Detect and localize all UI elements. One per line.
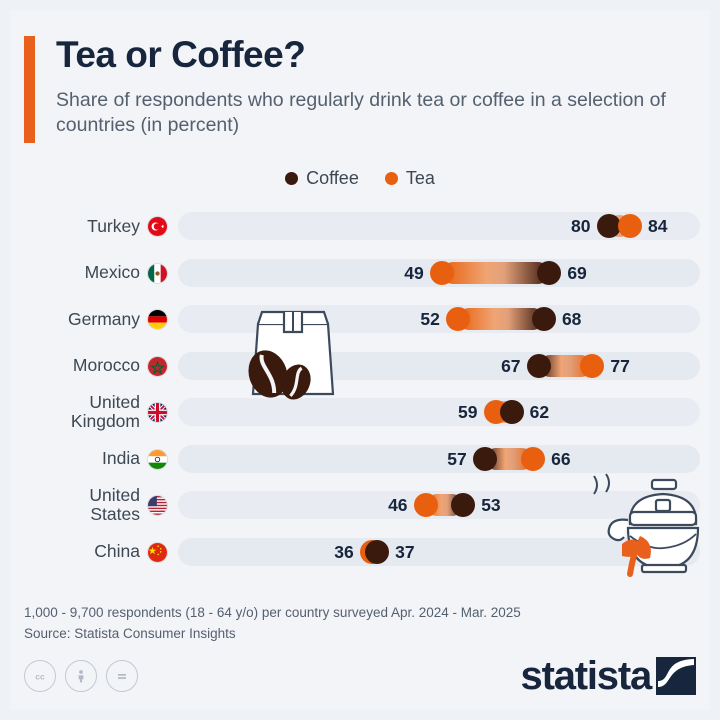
flag-icon-de: [147, 309, 168, 330]
marker-dot-coffee: [472, 446, 497, 471]
creative-commons-badges: cc: [24, 660, 138, 692]
flag-icon-us: [147, 495, 168, 516]
flag-icon-tr: [147, 216, 168, 237]
value-label-left: 49: [404, 262, 424, 283]
footer-note-line-2: Source: Statista Consumer Insights: [24, 626, 236, 641]
dumbbell-marker-group: 49 69: [178, 259, 700, 287]
range-connector: [538, 354, 593, 377]
value-label-right: 68: [561, 309, 582, 329]
no-derivatives-equals-icon: [106, 660, 138, 692]
chart-row: United States 46 53: [10, 485, 710, 525]
legend-label: Coffee: [306, 168, 359, 188]
legend-swatch-coffee-icon: [285, 172, 299, 185]
marker-dot-tea: [521, 446, 546, 471]
legend-swatch-tea-icon: [384, 172, 398, 185]
chart-area: Turkey 80 84 Mexico 49 69 Germany 52 68 Morocco 67…: [10, 206, 710, 576]
value-label-right: 66: [551, 448, 571, 469]
value-label-right: 77: [610, 355, 630, 376]
cc-icon: cc: [24, 660, 56, 692]
value-label-left: 46: [388, 495, 408, 515]
dumbbell-marker-group: 52 68: [178, 305, 700, 333]
flag-icon-mx: [147, 262, 168, 284]
country-label: Morocco: [72, 355, 140, 375]
value-label-right: 69: [567, 262, 587, 283]
marker-dot-tea: [445, 307, 470, 331]
row-track: [178, 398, 700, 426]
range-connector: [484, 447, 534, 470]
chart-row: Turkey 80 84: [10, 206, 710, 246]
value-label-right: 37: [395, 541, 415, 562]
flag-icon-cn: [147, 541, 168, 563]
page-title: Tea or Coffee?: [56, 34, 306, 75]
dumbbell-marker-group: 59 62: [178, 398, 700, 426]
statista-logo: statista: [521, 656, 696, 696]
value-label-right: 62: [529, 402, 550, 422]
flag-icon-in: [147, 448, 168, 470]
row-track: [178, 537, 700, 566]
country-label: Germany: [68, 308, 140, 329]
marker-dot-coffee: [531, 307, 556, 331]
marker-dot-coffee: [526, 353, 551, 378]
flag-icon-ma: [147, 355, 168, 377]
marker-dot-tea: [580, 353, 605, 378]
country-label: Mexico: [84, 262, 140, 282]
country-label: Turkey: [87, 215, 140, 236]
accent-bar: [24, 36, 35, 143]
chart-row: Morocco 67 77: [10, 346, 710, 386]
flag-icon-gb: [147, 402, 168, 423]
footer-note-line-1: 1,000 - 9,700 respondents (18 - 64 y/o) …: [24, 605, 521, 620]
statista-logo-mark: [656, 657, 696, 695]
value-label-left: 59: [458, 402, 478, 422]
legend-item-tea: Tea: [384, 168, 435, 189]
dumbbell-marker-group: 36 37: [178, 538, 700, 566]
marker-dot-coffee: [365, 539, 390, 564]
footer: 1,000 - 9,700 respondents (18 - 64 y/o) …: [24, 602, 696, 644]
dumbbell-marker-group: 46 53: [178, 491, 700, 519]
dumbbell-marker-group: 80 84: [178, 212, 700, 240]
value-label-right: 84: [648, 216, 668, 236]
marker-dot-coffee: [596, 214, 621, 238]
page-subtitle: Share of respondents who regularly drink…: [56, 89, 666, 136]
range-connector: [441, 261, 550, 284]
statista-wordmark: statista: [520, 654, 653, 698]
country-label: United States: [89, 485, 140, 524]
chart-row: United Kingdom 59 62: [10, 392, 710, 432]
svg-text:cc: cc: [35, 672, 45, 682]
value-label-right: 53: [481, 495, 501, 515]
country-label: China: [94, 541, 140, 561]
chart-row: Mexico 49 69: [10, 253, 710, 293]
marker-dot-tea: [618, 214, 643, 238]
legend-item-coffee: Coffee: [285, 168, 359, 189]
dumbbell-marker-group: 57 66: [178, 445, 700, 473]
country-label: India: [102, 448, 140, 468]
infographic-card: Tea or Coffee? Share of respondents who …: [10, 10, 710, 710]
chart-row: Germany 52 68: [10, 299, 710, 339]
value-label-left: 80: [571, 216, 591, 236]
marker-dot-coffee: [499, 400, 524, 424]
attribution-person-icon: [65, 660, 97, 692]
dumbbell-marker-group: 67 77: [178, 352, 700, 380]
value-label-left: 57: [447, 448, 467, 469]
marker-dot-tea: [413, 493, 438, 517]
value-label-left: 67: [501, 355, 521, 376]
marker-dot-coffee: [537, 260, 562, 285]
legend-label: Tea: [405, 168, 435, 188]
chart-row: India 57 66: [10, 439, 710, 479]
value-label-left: 36: [334, 541, 354, 562]
country-label: United Kingdom: [70, 392, 140, 431]
legend: Coffee Tea: [10, 168, 710, 189]
value-label-left: 52: [420, 309, 440, 329]
row-track: [178, 444, 700, 473]
range-connector: [457, 308, 544, 330]
chart-row: China 36 37: [10, 532, 710, 572]
marker-dot-coffee: [451, 493, 476, 517]
marker-dot-tea: [429, 260, 454, 285]
